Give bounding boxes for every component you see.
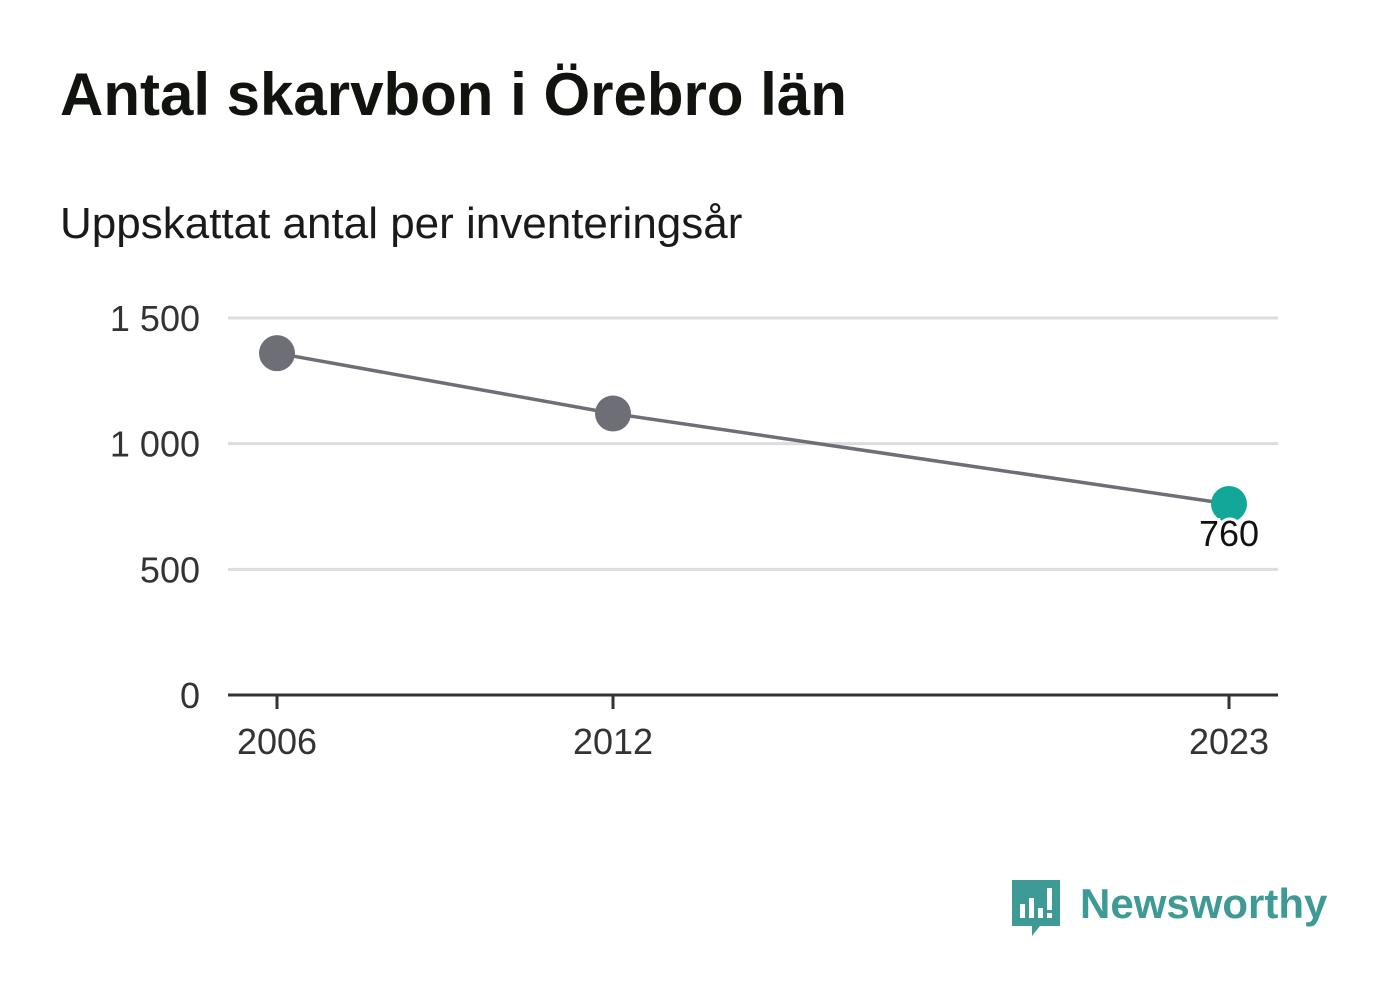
series-line bbox=[276, 351, 1230, 506]
y-tick-label: 500 bbox=[140, 549, 200, 590]
axes bbox=[228, 693, 1278, 709]
labels: 0 500 1 000 1 500 2006 2012 2023 760 bbox=[110, 298, 1269, 762]
y-tick-label: 1 500 bbox=[110, 298, 200, 339]
data-point bbox=[595, 395, 631, 432]
series bbox=[259, 335, 1247, 522]
highlight-point bbox=[1211, 485, 1247, 522]
newsworthy-logo-icon bbox=[1012, 880, 1060, 936]
chart-subtitle: Uppskattat antal per inventeringsår bbox=[60, 199, 743, 248]
y-tick-label: 0 bbox=[180, 675, 200, 716]
data-label: 760 bbox=[1199, 513, 1259, 554]
grid-lines bbox=[228, 316, 1278, 571]
x-tick-label: 2012 bbox=[573, 721, 653, 762]
brand-name: Newsworthy bbox=[1080, 880, 1328, 927]
y-tick-label: 1 000 bbox=[110, 424, 200, 465]
data-point bbox=[259, 335, 295, 372]
chart-title: Antal skarvbon i Örebro län bbox=[60, 61, 847, 128]
newsworthy-logo: Newsworthy bbox=[1010, 878, 1330, 942]
x-tick-label: 2006 bbox=[237, 721, 317, 762]
x-tick-label: 2023 bbox=[1189, 721, 1269, 762]
